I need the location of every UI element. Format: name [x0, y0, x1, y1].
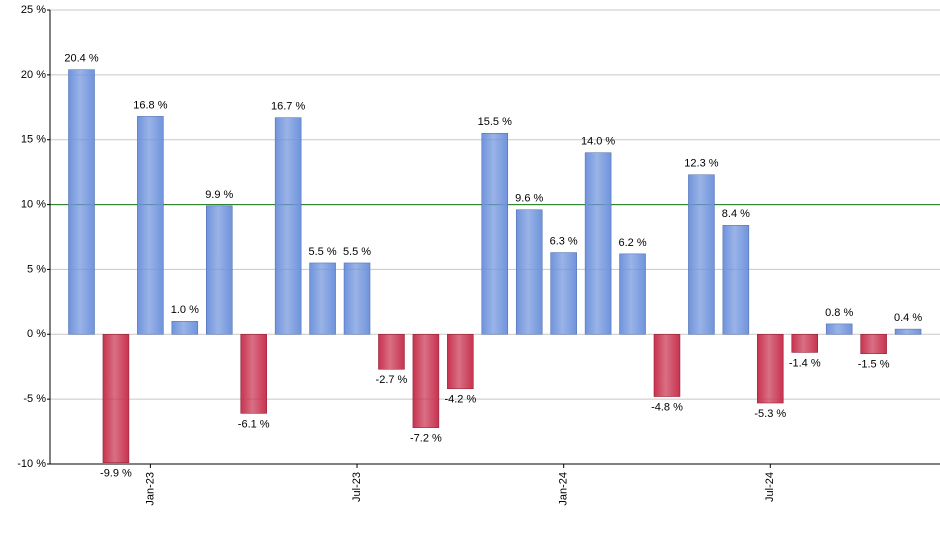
bar	[274, 117, 302, 335]
bar	[240, 334, 267, 414]
value-label: 16.8 %	[133, 99, 167, 111]
y-tick-label: 25 %	[21, 4, 46, 16]
bar	[584, 152, 612, 335]
y-tick-label: 5 %	[27, 263, 46, 275]
value-label: 1.0 %	[171, 304, 199, 316]
bar	[825, 323, 853, 335]
y-tick-label: 15 %	[21, 134, 46, 146]
value-label: 6.2 %	[618, 237, 646, 249]
value-label: -1.4 %	[789, 357, 821, 369]
value-label: -7.2 %	[410, 433, 442, 445]
x-tick-label: Jul-24	[764, 472, 776, 502]
y-tick-label: 10 %	[21, 198, 46, 210]
value-label: 9.9 %	[205, 189, 233, 201]
x-tick-label: Jan-23	[144, 472, 156, 506]
bar	[515, 209, 543, 335]
bar	[309, 262, 336, 335]
value-label: 12.3 %	[684, 158, 718, 170]
x-tick-label: Jul-23	[351, 472, 363, 502]
bar	[688, 174, 715, 335]
y-tick-label: -10 %	[17, 458, 46, 470]
bar	[619, 253, 646, 335]
bar	[68, 69, 95, 335]
value-label: -9.9 %	[100, 468, 132, 480]
value-label: 9.6 %	[515, 193, 543, 205]
bar	[343, 262, 371, 335]
bar	[171, 321, 199, 335]
value-label: -2.7 %	[376, 374, 408, 386]
value-label: 6.3 %	[550, 235, 578, 247]
bar	[860, 334, 887, 354]
bar	[722, 225, 750, 335]
x-tick-label: Jan-24	[558, 472, 570, 506]
bar	[447, 334, 474, 390]
value-label: 20.4 %	[64, 53, 98, 65]
y-tick-label: 20 %	[21, 69, 46, 81]
bar	[481, 132, 509, 335]
value-label: 16.7 %	[271, 101, 305, 113]
bar	[653, 334, 681, 397]
value-label: 0.4 %	[894, 312, 922, 324]
value-label: 15.5 %	[478, 116, 512, 128]
bar	[550, 252, 577, 335]
value-label: -4.2 %	[444, 394, 476, 406]
bar	[102, 334, 130, 463]
bar	[206, 205, 233, 335]
bar	[412, 334, 440, 428]
value-label: 0.8 %	[825, 307, 853, 319]
value-label: -1.5 %	[858, 359, 890, 371]
bar	[894, 328, 922, 335]
y-tick-label: -5 %	[23, 393, 46, 405]
bar	[757, 334, 784, 404]
bar	[791, 334, 818, 353]
y-tick-label: 0 %	[27, 328, 46, 340]
value-label: -4.8 %	[651, 401, 683, 413]
value-label: 8.4 %	[722, 208, 750, 220]
value-label: -6.1 %	[238, 418, 270, 430]
value-label: 14.0 %	[581, 136, 615, 148]
value-label: 5.5 %	[343, 246, 371, 258]
value-label: -5.3 %	[754, 408, 786, 420]
value-label: 5.5 %	[309, 246, 337, 258]
bar	[378, 334, 405, 370]
bar	[137, 116, 164, 335]
